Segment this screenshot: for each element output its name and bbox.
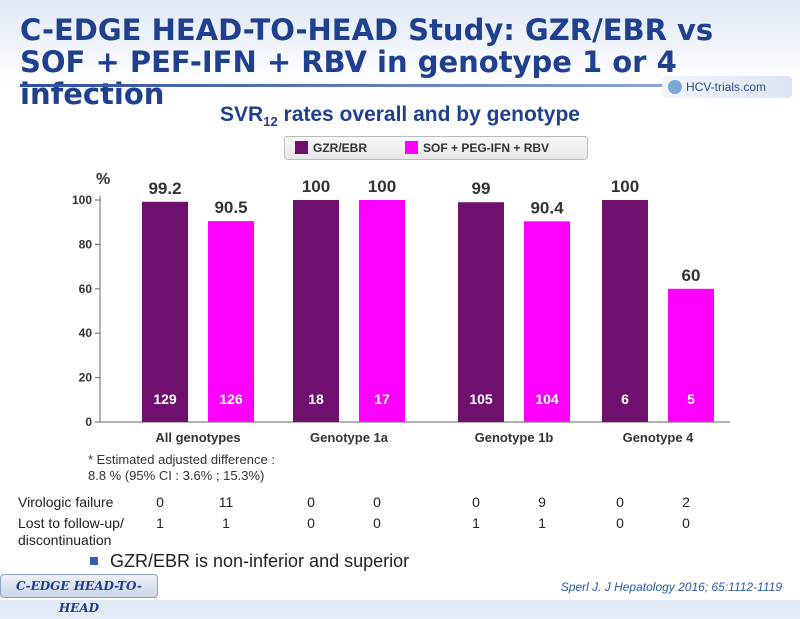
x-category-label: Genotype 1b: [475, 430, 554, 445]
bar-value-label: 100: [611, 177, 639, 196]
lost-to-follow-up-value: 0: [616, 515, 624, 531]
lost-to-follow-up-value: 0: [307, 515, 315, 531]
virologic-failure-value: 9: [538, 494, 546, 510]
chart-legend: GZR/EBR SOF + PEG-IFN + RBV: [284, 136, 588, 160]
conclusion-text: GZR/EBR is non-inferior and superior: [110, 551, 410, 571]
x-category-label: Genotype 4: [623, 430, 695, 445]
y-tick-label: 0: [85, 415, 92, 429]
subtitle-rest: rates overall and by genotype: [277, 103, 580, 126]
y-tick-label: 20: [79, 371, 93, 385]
bar-value-label: 99.2: [148, 179, 181, 198]
virologic-failure-value: 0: [616, 494, 624, 510]
title-underline: [20, 84, 780, 87]
bar-value-label: 90.4: [530, 198, 564, 217]
study-tag: C-EDGE HEAD-TO-HEAD: [0, 574, 158, 615]
legend-swatch-gzr: [295, 141, 308, 154]
bar-sof: [524, 221, 570, 422]
bar-value-label: 90.5: [214, 198, 247, 217]
virologic-failure-value: 11: [218, 494, 234, 510]
bar-n-label: 18: [308, 391, 324, 407]
x-category-label: All genotypes: [155, 430, 240, 445]
y-tick-label: 80: [79, 237, 93, 251]
subtitle-main: SVR: [220, 103, 264, 126]
bar-gzr: [293, 200, 339, 422]
bar-n-label: 5: [687, 391, 695, 407]
lost-label-line-2: discontinuation: [18, 532, 112, 548]
hcv-trials-logo: HCV-trials.com: [662, 76, 792, 98]
legend-label-sof: SOF + PEG-IFN + RBV: [423, 141, 550, 155]
legend-label-gzr: GZR/EBR: [313, 141, 367, 155]
logo-icon: [668, 80, 682, 94]
logo-text: HCV-trials.com: [686, 80, 767, 94]
bar-n-label: 129: [153, 391, 177, 407]
citation: Sperl J. J Hepatology 2016; 65:1112-1119: [560, 580, 782, 594]
virologic-failure-value: 2: [682, 494, 690, 510]
legend-swatch-sof: [405, 141, 418, 154]
y-tick-label: 60: [79, 282, 93, 296]
bar-value-label: 99: [472, 179, 491, 198]
virologic-failure-label: Virologic failure: [18, 494, 114, 510]
slide-title: C-EDGE HEAD-TO-HEAD Study: GZR/EBR vs SO…: [20, 13, 714, 111]
virologic-failure-value: 0: [373, 494, 381, 510]
bar-gzr: [142, 201, 188, 422]
footnote-line-2: 8.8 % (95% CI : 3.6% ; 15.3%): [88, 468, 265, 483]
footnote-line-1: * Estimated adjusted difference :: [88, 452, 275, 467]
lost-label-line-1: Lost to follow-up/: [18, 515, 124, 531]
lost-to-follow-up-value: 0: [373, 515, 381, 531]
bar-value-label: 60: [682, 266, 701, 285]
conclusion-bullet: GZR/EBR is non-inferior and superior: [90, 551, 410, 572]
virologic-failure-value: 0: [472, 494, 480, 510]
bar-sof: [359, 200, 405, 422]
y-tick-label: 100: [72, 193, 92, 207]
bullet-square-icon: [90, 557, 98, 565]
bar-n-label: 6: [621, 391, 629, 407]
virologic-failure-value: 0: [156, 494, 164, 510]
bar-value-label: 100: [302, 177, 330, 196]
footnote: * Estimated adjusted difference : 8.8 % …: [88, 452, 275, 484]
subtitle-subscript: 12: [263, 114, 278, 130]
lost-to-follow-up-value: 1: [222, 515, 230, 531]
bar-sof: [668, 288, 714, 422]
bar-value-label: 100: [368, 177, 396, 196]
lost-to-follow-up-value: 1: [538, 515, 546, 531]
bar-n-label: 126: [219, 391, 243, 407]
bar-n-label: 105: [469, 391, 493, 407]
bar-n-label: 17: [374, 391, 390, 407]
bar-chart: 0 20 40 60 80 100 99.2 129 90.5 126 All genotypes 1…: [72, 177, 730, 445]
bar-n-label: 104: [535, 391, 559, 407]
bar-gzr: [602, 200, 648, 422]
lost-to-follow-up-value: 0: [682, 515, 690, 531]
lost-to-follow-up-value: 1: [472, 515, 480, 531]
chart-subtitle: SVR12 rates overall and by genotype: [0, 103, 800, 129]
y-tick-label: 40: [79, 326, 93, 340]
bar-sof: [208, 221, 254, 422]
lost-to-follow-up-value: 1: [156, 515, 164, 531]
bar-gzr: [458, 202, 504, 422]
virologic-failure-value: 0: [307, 494, 315, 510]
y-axis-label: %: [96, 171, 111, 188]
x-category-label: Genotype 1a: [310, 430, 389, 445]
